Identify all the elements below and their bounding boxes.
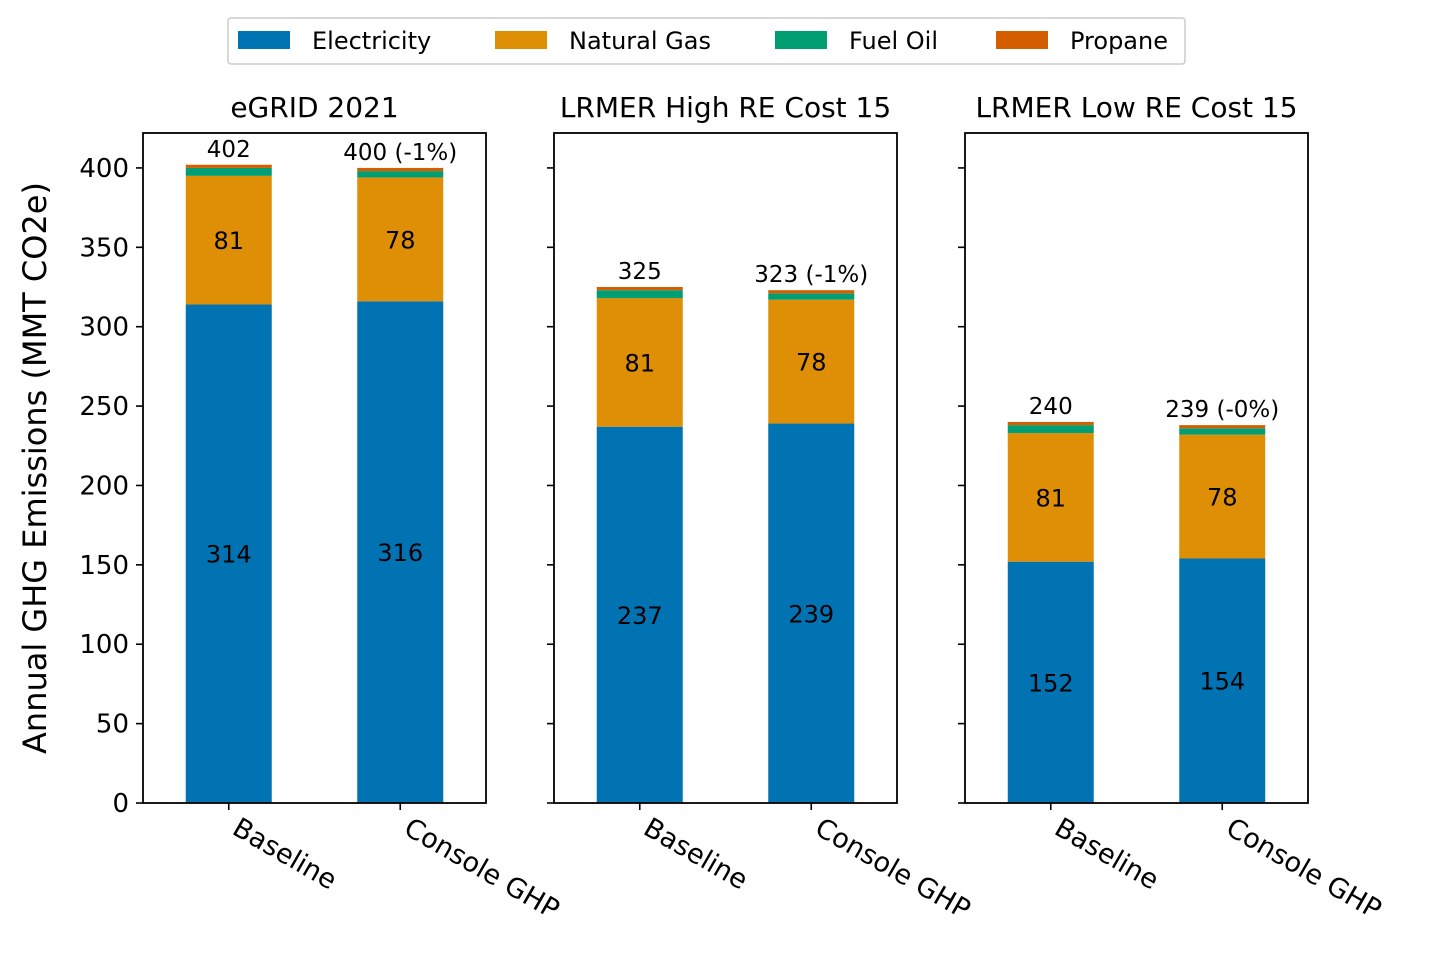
segment-label-electricity: 239 bbox=[788, 600, 834, 628]
x-tick-label: Console GHP bbox=[399, 812, 565, 925]
bar-segment-fuel-oil bbox=[596, 290, 683, 299]
panel-lrmer-high-re-cost-15: LRMER High RE Cost 15 237 81 325 Baseline 239… bbox=[547, 91, 975, 926]
segment-label-natural-gas: 78 bbox=[796, 349, 827, 377]
bar-segment-fuel-oil bbox=[357, 171, 444, 178]
x-tick-label: Console GHP bbox=[1221, 812, 1387, 925]
panel-title: LRMER High RE Cost 15 bbox=[560, 91, 891, 124]
panel-title: LRMER Low RE Cost 15 bbox=[975, 91, 1297, 124]
legend-label-propane: Propane bbox=[1070, 27, 1168, 55]
legend-label-electricity: Electricity bbox=[312, 27, 431, 55]
segment-label-natural-gas: 78 bbox=[385, 226, 416, 254]
bar-segment-natural-gas bbox=[357, 177, 444, 302]
y-tick-label: 400 bbox=[79, 154, 129, 184]
bar-segment-propane bbox=[357, 167, 444, 172]
segment-label-natural-gas: 78 bbox=[1207, 484, 1238, 512]
legend-swatch-natural-gas bbox=[495, 31, 547, 49]
panel-lrmer-low-re-cost-15: LRMER Low RE Cost 15 152 81 240 Baseline 154 7… bbox=[958, 91, 1386, 926]
panel-egrid-2021: eGRID 2021 0 50 100 150 200 250 300 350 400 314 81 4… bbox=[79, 91, 564, 926]
segment-label-natural-gas: 81 bbox=[213, 227, 244, 255]
total-label: 323 (-1%) bbox=[754, 262, 868, 288]
bar-segment-natural-gas bbox=[1179, 434, 1266, 559]
total-label: 400 (-1%) bbox=[343, 140, 457, 166]
bar-segment-fuel-oil bbox=[768, 293, 855, 300]
bar-segment-natural-gas bbox=[596, 298, 683, 427]
bar-segment-propane bbox=[1007, 421, 1094, 426]
y-tick-label: 0 bbox=[112, 789, 129, 819]
y-tick-label: 350 bbox=[79, 233, 129, 263]
segment-label-electricity: 154 bbox=[1199, 668, 1245, 696]
segment-label-electricity: 314 bbox=[206, 541, 252, 569]
x-tick-label: Baseline bbox=[638, 812, 753, 896]
segment-label-electricity: 237 bbox=[617, 602, 663, 630]
plot-frame bbox=[553, 132, 898, 804]
x-tick-label: Console GHP bbox=[810, 812, 976, 925]
bar-segment-fuel-oil bbox=[1007, 425, 1094, 434]
legend-label-fuel-oil: Fuel Oil bbox=[849, 27, 938, 55]
legend-swatch-fuel-oil bbox=[775, 31, 827, 49]
legend-label-natural-gas: Natural Gas bbox=[569, 27, 711, 55]
total-label: 240 bbox=[1029, 394, 1073, 420]
x-tick-label: Baseline bbox=[1049, 812, 1164, 896]
legend-frame bbox=[227, 17, 1186, 65]
plot-frame bbox=[964, 132, 1309, 804]
bar-segment-fuel-oil bbox=[1179, 428, 1266, 435]
y-tick-label: 300 bbox=[79, 313, 129, 343]
plot-frame bbox=[142, 132, 487, 804]
bar-segment-electricity bbox=[1007, 561, 1094, 803]
segment-label-electricity: 152 bbox=[1028, 669, 1074, 697]
y-tick-label: 150 bbox=[79, 551, 129, 581]
segment-label-electricity: 316 bbox=[377, 539, 423, 567]
total-label: 402 bbox=[207, 137, 251, 163]
bar-segment-electricity bbox=[1179, 558, 1266, 803]
y-tick-label: 250 bbox=[79, 392, 129, 422]
total-label: 325 bbox=[618, 259, 662, 285]
bar-segment-propane bbox=[1179, 425, 1266, 429]
bar-segment-propane bbox=[596, 287, 683, 291]
bar-segment-propane bbox=[185, 164, 272, 168]
bar-segment-fuel-oil bbox=[185, 167, 272, 176]
y-tick-label: 100 bbox=[79, 630, 129, 660]
panels: eGRID 2021 0 50 100 150 200 250 300 350 400 314 81 4… bbox=[79, 91, 1386, 926]
legend-swatch-propane bbox=[996, 31, 1048, 49]
bar-segment-natural-gas bbox=[768, 299, 855, 424]
legend: Electricity Natural Gas Fuel Oil Propane bbox=[227, 17, 1186, 65]
bar-segment-electricity bbox=[185, 304, 272, 803]
y-axis-label: Annual GHG Emissions (MMT CO2e) bbox=[16, 182, 54, 754]
y-tick-label: 200 bbox=[79, 471, 129, 501]
panel-title: eGRID 2021 bbox=[230, 91, 398, 124]
legend-swatch-electricity bbox=[238, 31, 290, 49]
bar-segment-electricity bbox=[357, 301, 444, 803]
bar-segment-natural-gas bbox=[1007, 433, 1094, 562]
bar-segment-propane bbox=[768, 290, 855, 294]
bar-segment-electricity bbox=[596, 426, 683, 803]
segment-label-natural-gas: 81 bbox=[624, 349, 655, 377]
segment-label-natural-gas: 81 bbox=[1035, 484, 1066, 512]
total-label: 239 (-0%) bbox=[1165, 397, 1279, 423]
bar-segment-natural-gas bbox=[185, 175, 272, 305]
y-tick-label: 50 bbox=[96, 710, 129, 740]
x-tick-label: Baseline bbox=[227, 812, 342, 896]
bar-segment-electricity bbox=[768, 423, 855, 803]
